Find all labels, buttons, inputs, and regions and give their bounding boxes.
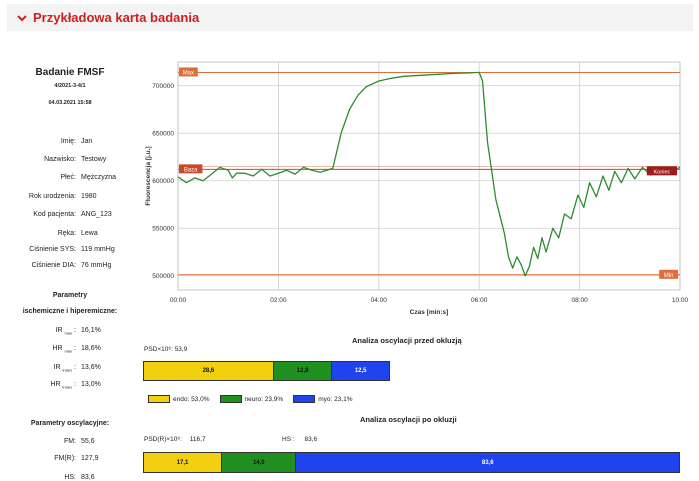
x-tick-label: 08:00	[571, 297, 588, 304]
reference-label: Min	[664, 273, 674, 279]
patient-field-label: Płeć:	[60, 174, 76, 181]
x-tick-label: 02:00	[270, 297, 287, 304]
psd-value: 53,9	[174, 346, 188, 353]
y-tick-label: 700000	[152, 83, 174, 90]
oscillation-param-value: 55,6	[81, 438, 95, 445]
reference-label-bg	[179, 164, 203, 174]
exam-title: Badanie FMSF	[35, 67, 105, 78]
reference-label: Baza	[184, 167, 198, 173]
ischemic-param-label: HR max :	[52, 345, 76, 354]
patient-field-label: Imię:	[60, 138, 76, 145]
patient-field-label: Kod pacjenta:	[33, 211, 76, 218]
patient-field-value: Mężczyzna	[81, 174, 117, 181]
ischemic-param-value: 13,0%	[81, 381, 101, 388]
patient-field-label: Nazwisko:	[44, 156, 76, 163]
bar-segment: 12,5	[332, 362, 389, 380]
y-tick-label: 500000	[152, 273, 174, 280]
end-marker-label: Koniec	[653, 169, 670, 175]
osc-after-bar: 17,1 14,0 83,6	[143, 452, 680, 473]
legend-label: myo: 23,1%	[318, 395, 353, 403]
bar-segment: 12,9	[273, 362, 333, 380]
plot-area	[177, 61, 681, 291]
ischemic-params-title: Parametry	[52, 292, 88, 299]
patient-field-value: Testowy	[81, 156, 107, 163]
patient-field-value: 1980	[81, 193, 97, 200]
reference-label-bg	[659, 269, 678, 279]
legend-label: endo: 53,0%	[173, 395, 210, 403]
ischemic-param-label: HR index :	[50, 381, 76, 390]
section-title: Przykładowa karta badania	[33, 10, 200, 25]
osc-before-bar: 28,6 12,9 12,5	[143, 361, 390, 381]
reference-label-bg	[179, 67, 198, 77]
fluorescence-series-line	[177, 71, 681, 277]
section-header[interactable]: Przykładowa karta badania	[7, 4, 693, 31]
bar-segment: 14,0	[222, 453, 297, 472]
oscillation-param-label: FM:	[63, 438, 76, 445]
x-axis-label: Czas [min:s]	[410, 309, 449, 316]
exam-code: 4/2021-3-4/1	[54, 83, 86, 89]
patient-field-value: 76 mmHg	[81, 262, 112, 269]
patient-panel: Badanie FMSF 4/2021-3-4/1 04.03.2021 15:…	[0, 0, 140, 481]
patient-field-label: Ciśnienie DIA:	[31, 262, 76, 269]
legend-swatch	[293, 395, 316, 403]
patient-field-value: ANG_123	[81, 211, 112, 218]
ischemic-param-value: 18,6%	[81, 345, 101, 352]
osc-before-title: Analiza oscylacji przed okluzją	[352, 336, 462, 345]
hs-label: HS : 83,6	[282, 436, 318, 443]
osc-legend: endo: 53,0% neuro: 23,9% myo: 23,1%	[138, 395, 353, 403]
legend-swatch	[148, 395, 170, 403]
bar-segment: 83,6	[296, 453, 679, 472]
y-tick-label: 550000	[152, 225, 174, 232]
x-tick-label: 06:00	[471, 297, 488, 304]
patient-field-label: Ciśnienie SYS:	[29, 246, 76, 253]
ischemic-param-label: IR max :	[55, 327, 76, 336]
patient-field-value: 119 mmHg	[81, 246, 115, 253]
ischemic-param-value: 13,6%	[81, 364, 101, 371]
oscillation-param-label: HS:	[64, 474, 76, 481]
psd-label: PSD×10⁶: 53,9	[144, 346, 188, 353]
psdr-value: 116,7	[189, 436, 206, 443]
bar-segment: 17,1	[144, 453, 223, 472]
legend-label: neuro: 23,9%	[244, 395, 284, 403]
reference-label: Max	[183, 70, 194, 76]
y-tick-label: 600000	[152, 178, 174, 185]
chevron-down-icon[interactable]	[17, 13, 27, 23]
legend-swatch	[219, 395, 242, 403]
patient-field-label: Rok urodzenia:	[28, 193, 76, 200]
oscillation-param-value: 83,6	[81, 474, 95, 481]
end-marker-bg	[646, 166, 677, 176]
patient-field-value: Lewa	[81, 230, 98, 237]
ischemic-param-value: 16,1%	[81, 327, 101, 334]
oscillation-param-label: FM(R):	[54, 455, 76, 462]
patient-field-value: Jan	[81, 138, 93, 145]
ischemic-params-subtitle: ischemiczne i hiperemiczne:	[22, 308, 118, 315]
hs-value: 83,6	[304, 436, 318, 443]
x-tick-label: 00:00	[170, 297, 187, 304]
oscillation-params-title: Parametry oscylacyjne:	[30, 420, 110, 427]
exam-datetime: 04.03.2021 15:58	[48, 100, 92, 106]
psdr-label: PSD(R)×10⁶: 116,7	[144, 436, 206, 443]
patient-field-label: Ręka:	[57, 230, 76, 237]
osc-after-title: Analiza oscylacji po okluzji	[360, 415, 457, 424]
bar-segment: 28,6	[144, 362, 274, 380]
ischemic-param-label: IR index :	[53, 364, 76, 373]
x-tick-label: 04:00	[371, 297, 388, 304]
y-tick-label: 650000	[152, 130, 174, 137]
y-axis-label: Fluorescencja [j.u.]	[145, 146, 152, 205]
oscillation-param-value: 127,9	[81, 455, 99, 462]
x-tick-label: 10:00	[672, 297, 689, 304]
